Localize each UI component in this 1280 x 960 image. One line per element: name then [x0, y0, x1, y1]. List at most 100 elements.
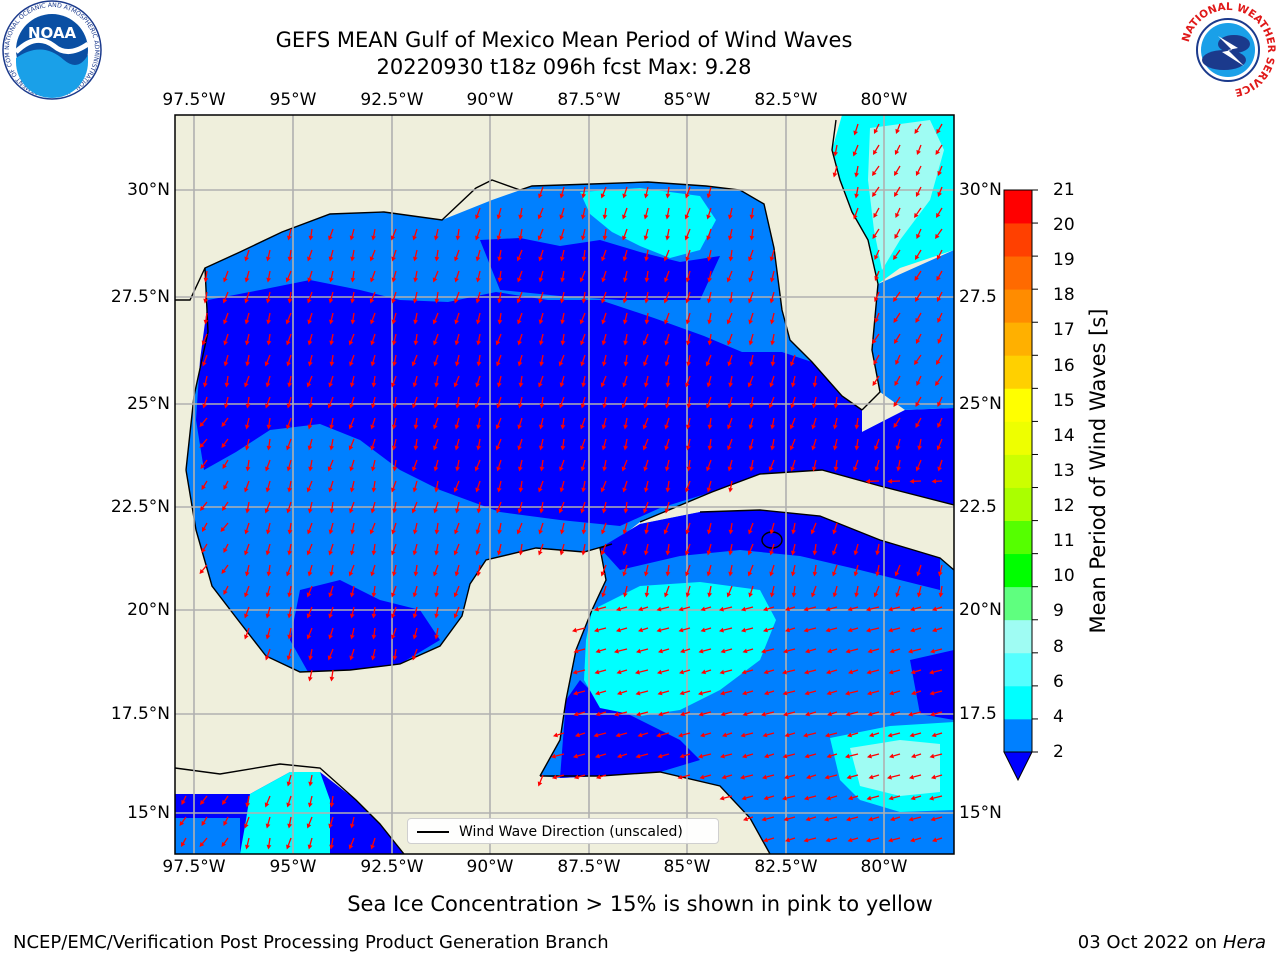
wind-wave-arrow-head — [244, 298, 249, 304]
wind-wave-arrow-head — [873, 149, 878, 155]
wind-wave-arrow-shaft — [203, 522, 208, 529]
wind-wave-arrow-shaft — [687, 438, 691, 447]
wind-wave-arrow-head — [678, 732, 683, 738]
wind-wave-arrow-head — [706, 403, 711, 409]
wind-wave-arrow-head — [496, 235, 502, 241]
wind-wave-arrow-head — [784, 732, 790, 738]
wind-wave-arrow-shaft — [372, 438, 376, 447]
wind-wave-arrow-shaft — [289, 291, 292, 300]
wind-wave-arrow-shaft — [933, 795, 943, 799]
wind-wave-arrow-head — [328, 550, 333, 556]
wind-wave-arrow-shaft — [793, 585, 796, 594]
wind-wave-arrow-shaft — [267, 543, 271, 552]
wind-wave-arrow-head — [728, 529, 734, 535]
wind-wave-arrow-head — [306, 613, 312, 619]
wind-wave-arrow-head — [742, 711, 748, 717]
wind-wave-arrow-head — [594, 669, 600, 675]
wind-wave-arrow-shaft — [682, 606, 691, 610]
wind-wave-arrow-shaft — [330, 816, 334, 825]
wind-wave-arrow-shaft — [707, 459, 712, 468]
wind-wave-arrow-head — [720, 711, 726, 717]
wind-wave-arrow-head — [349, 613, 355, 619]
wind-wave-arrow-head — [916, 149, 921, 155]
wind-wave-arrow-head — [761, 816, 767, 822]
wind-wave-arrow-shaft — [871, 711, 880, 715]
wind-wave-arrow-head — [866, 669, 872, 675]
wind-wave-arrow-head — [888, 627, 893, 633]
wind-wave-arrow-head — [286, 361, 291, 367]
wind-wave-arrow-head — [433, 445, 438, 451]
wind-wave-arrow-head — [201, 340, 207, 346]
wind-wave-arrow-shaft — [455, 522, 460, 531]
wind-wave-arrow-shaft — [665, 522, 670, 531]
wind-wave-arrow-shaft — [603, 270, 607, 279]
wind-wave-arrow-shaft — [577, 648, 586, 652]
wind-wave-arrow-head — [454, 424, 460, 430]
wind-wave-arrow-shaft — [667, 543, 670, 552]
wind-wave-arrow-shaft — [288, 228, 292, 237]
wind-wave-arrow-head — [937, 571, 943, 577]
wind-wave-arrow-shaft — [329, 648, 334, 657]
wind-wave-arrow-shaft — [266, 459, 271, 468]
wind-wave-arrow-shaft — [602, 291, 607, 300]
wind-wave-arrow-head — [748, 424, 754, 430]
wind-wave-arrow-head — [664, 592, 669, 598]
wind-wave-arrow-head — [622, 235, 627, 241]
wind-wave-arrow-head — [496, 508, 501, 514]
wind-wave-arrow-head — [804, 669, 809, 675]
wind-wave-arrow-head — [720, 690, 725, 696]
wind-wave-arrow-head — [412, 487, 418, 493]
wind-wave-arrow-head — [867, 648, 873, 654]
wind-wave-arrow-shaft — [541, 501, 544, 510]
wind-wave-arrow-head — [349, 592, 355, 598]
wind-wave-arrow-head — [616, 627, 621, 633]
wind-wave-arrow-shaft — [436, 249, 439, 258]
wind-wave-arrow-shaft — [688, 354, 691, 363]
lat-label-right: 17.5 — [959, 704, 997, 724]
wind-wave-arrow-head — [937, 466, 942, 472]
colorbar-tick-label: 16 — [1053, 356, 1075, 376]
wind-wave-arrow-head — [832, 424, 838, 430]
wind-wave-arrow-shaft — [203, 480, 208, 487]
wind-wave-arrow-head — [664, 361, 670, 367]
wind-wave-arrow-shaft — [747, 816, 754, 820]
wind-wave-arrow-shaft — [371, 522, 376, 531]
wind-wave-arrow-shaft — [897, 438, 901, 447]
wind-wave-arrow-shaft — [807, 606, 817, 610]
wind-wave-arrow-shaft — [561, 375, 565, 384]
wind-wave-arrow-shaft — [455, 480, 460, 489]
wind-wave-arrow-shaft — [730, 480, 733, 489]
wind-wave-arrow-shaft — [202, 459, 208, 466]
wind-wave-arrow-shaft — [686, 564, 691, 573]
wind-wave-arrow-head — [889, 753, 894, 759]
wind-wave-arrow-shaft — [519, 459, 523, 468]
wind-wave-arrow-head — [833, 151, 839, 157]
map-legend: Wind Wave Direction (unscaled) — [407, 818, 719, 844]
wind-wave-arrow-shaft — [539, 774, 544, 783]
wind-wave-arrow-shaft — [202, 795, 208, 802]
wind-wave-arrow-shaft — [625, 333, 628, 342]
wind-wave-arrow-head — [200, 505, 205, 511]
wind-wave-arrow-head — [896, 466, 902, 472]
wind-wave-arrow-head — [909, 478, 915, 484]
wind-wave-arrow-head — [894, 571, 900, 577]
wind-wave-arrow-head — [518, 550, 524, 556]
colorbar-tick-label: 6 — [1053, 672, 1064, 692]
wind-wave-arrow-shaft — [394, 354, 397, 363]
wind-wave-arrow-shaft — [933, 690, 943, 694]
wind-wave-arrow-shaft — [644, 354, 649, 363]
wind-wave-arrow-shaft — [245, 585, 250, 594]
wind-wave-arrow-head — [854, 172, 860, 178]
wind-wave-arrow-shaft — [434, 312, 439, 321]
wind-wave-arrow-head — [475, 235, 480, 241]
wind-wave-arrow-shaft — [561, 543, 565, 552]
wind-wave-arrow-shaft — [266, 354, 271, 363]
wind-wave-arrow-shaft — [895, 165, 901, 173]
wind-wave-arrow-head — [412, 634, 418, 640]
wind-wave-arrow-shaft — [765, 648, 775, 652]
wind-wave-arrow-shaft — [686, 375, 691, 384]
caribbean-cyan-center — [584, 582, 776, 716]
wind-wave-arrow-shaft — [875, 249, 880, 257]
wind-wave-arrow-head — [328, 319, 334, 325]
wind-wave-arrow-head — [264, 508, 270, 514]
